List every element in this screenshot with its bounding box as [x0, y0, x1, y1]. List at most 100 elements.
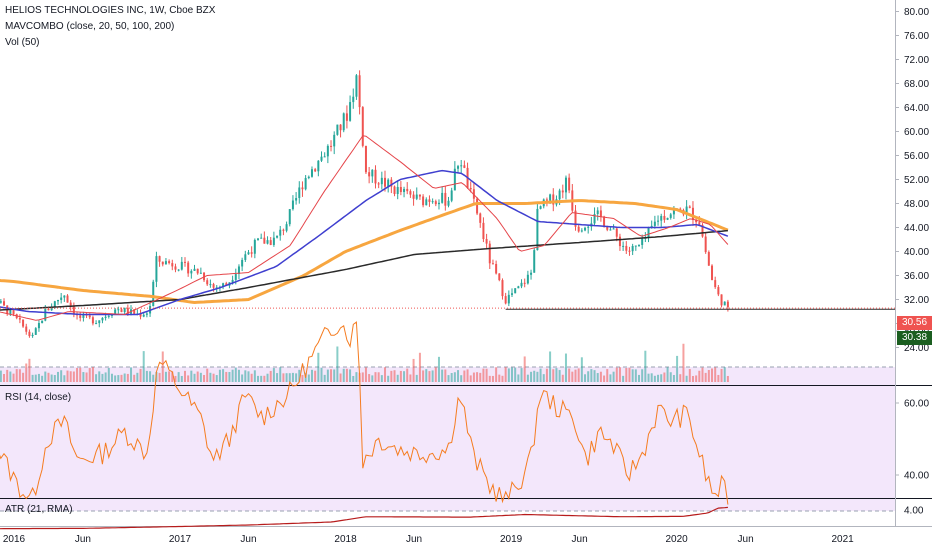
time-tick-label: 2016	[3, 534, 26, 545]
price-tick-label: 48.00	[904, 199, 929, 210]
candle-body	[415, 194, 418, 199]
volume-bar	[104, 372, 107, 382]
volume-bar	[717, 374, 720, 382]
candle-body	[447, 200, 450, 206]
volume-bar	[6, 369, 9, 382]
candle-body	[310, 169, 313, 177]
candle-body	[66, 295, 69, 303]
candle-body	[60, 297, 63, 300]
ma50-line	[0, 169, 729, 316]
candle-body	[9, 310, 12, 314]
volume-bar	[460, 375, 463, 382]
volume-bar	[384, 367, 387, 382]
volume-bar	[669, 372, 672, 382]
volume-bar	[599, 371, 602, 382]
volume-bar	[215, 375, 218, 382]
candle-body	[263, 237, 266, 244]
candle-body	[647, 227, 650, 238]
candle-body	[237, 266, 240, 274]
volume-bar	[269, 370, 272, 382]
volume-bar	[688, 369, 691, 382]
candle-body	[625, 245, 628, 251]
candle-body	[145, 313, 148, 315]
candle-body	[288, 209, 291, 225]
price-tick-label: 64.00	[904, 103, 929, 114]
candle-body	[155, 256, 158, 282]
candle-body	[539, 206, 542, 209]
candle-body	[342, 113, 345, 131]
candle-body	[215, 287, 218, 289]
volume-bar	[514, 367, 517, 382]
volume-bar	[3, 373, 6, 382]
rsi-label: RSI (14, close)	[5, 392, 72, 403]
volume-bar	[377, 372, 380, 382]
ma20-line	[0, 135, 729, 321]
candle-body	[53, 301, 56, 308]
volume-bar	[482, 368, 485, 382]
candle-body	[469, 187, 472, 190]
candle-body	[634, 245, 637, 247]
candle-body	[574, 210, 577, 227]
candle-body	[253, 239, 256, 254]
candle-body	[507, 294, 510, 304]
candle-body	[339, 124, 342, 131]
candle-body	[711, 265, 714, 281]
candle-body	[615, 228, 618, 237]
candle-body	[530, 272, 533, 275]
volume-bar	[707, 369, 710, 382]
price-tick-label: 44.00	[904, 223, 929, 234]
volume-bar	[15, 369, 18, 382]
volume-bar	[28, 358, 31, 382]
candle-body	[282, 229, 285, 231]
volume-bar	[136, 372, 139, 382]
candle-body	[387, 179, 390, 187]
candle-body	[110, 314, 113, 316]
price-tick-label: 60.00	[904, 127, 929, 138]
volume-bar	[517, 374, 520, 382]
ma200-line	[0, 229, 728, 311]
volume-bar	[361, 372, 364, 382]
volume-bar	[590, 369, 593, 382]
volume-bar	[653, 375, 656, 382]
volume-bar	[501, 375, 504, 382]
candle-body	[587, 226, 590, 228]
volume-bar	[660, 374, 663, 382]
candle-body	[523, 282, 526, 284]
candle-body	[441, 192, 444, 203]
volume-bar	[142, 351, 145, 382]
candle-body	[104, 316, 107, 318]
volume-bar	[672, 374, 675, 382]
candle-body	[222, 283, 225, 287]
symbol-title: HELIOS TECHNOLOGIES INC, 1W, Cboe BZX	[5, 5, 216, 16]
volume-bar	[152, 374, 155, 382]
candle-body	[352, 96, 355, 103]
candle-body	[276, 235, 279, 238]
volume-bar	[130, 367, 133, 382]
candle-body	[488, 243, 491, 264]
volume-bar	[352, 375, 355, 382]
volume-bar	[22, 372, 25, 382]
volume-bar	[60, 370, 63, 382]
time-tick-label: Jun	[240, 534, 256, 545]
candle-body	[320, 156, 323, 161]
candle-body	[295, 198, 298, 201]
volume-bar	[345, 368, 348, 382]
volume-bar	[714, 367, 717, 382]
volume-bar	[393, 370, 396, 382]
volume-bar	[91, 367, 94, 382]
volume-bar	[641, 369, 644, 382]
volume-bar	[180, 375, 183, 382]
volume-bar	[231, 369, 234, 382]
candle-body	[364, 145, 367, 173]
candle-body	[164, 261, 167, 265]
candle-body	[3, 301, 6, 306]
time-tick-label: 2020	[666, 534, 689, 545]
mavcombo-label: MAVCOMBO (close, 20, 50, 100, 200)	[5, 21, 175, 32]
volume-bar	[615, 367, 618, 382]
candle-body	[142, 314, 145, 317]
ma100-line	[0, 199, 729, 305]
time-tick-label: 2021	[832, 534, 855, 545]
candle-body	[437, 202, 440, 205]
